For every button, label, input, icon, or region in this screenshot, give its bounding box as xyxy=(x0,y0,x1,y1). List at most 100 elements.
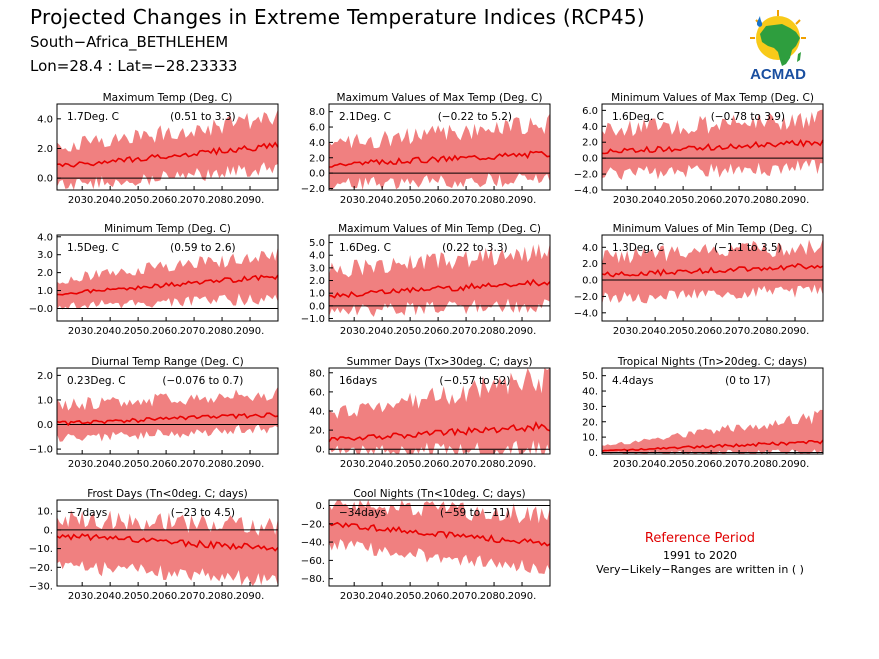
x-tick-label: 2050. xyxy=(396,326,425,337)
y-tick-label: 4.0 xyxy=(582,243,598,254)
y-tick-label: 3.0 xyxy=(309,263,325,274)
y-tick-label: −1.0 xyxy=(29,445,53,456)
x-tick-label: 2090. xyxy=(236,591,265,602)
x-tick-label: 2090. xyxy=(781,326,810,337)
median-line xyxy=(328,420,551,443)
x-tick-label: 2040. xyxy=(641,195,670,206)
x-tick-label: 2060. xyxy=(697,459,726,470)
x-tick-label: 2050. xyxy=(124,195,153,206)
likely-range-band xyxy=(57,386,278,442)
africa-map-icon xyxy=(760,24,800,66)
x-tick-label: 2070. xyxy=(452,591,481,602)
plot-frame xyxy=(601,103,824,191)
panel-title: Cool Nights (Tn<10deg. C; days) xyxy=(353,488,525,500)
x-tick-label: 2090. xyxy=(508,459,537,470)
y-tick-label: 2.0 xyxy=(37,144,53,155)
station-coordinates: Lon=28.4 : Lat=−28.23333 xyxy=(30,57,238,75)
x-tick-label: 2040. xyxy=(368,326,397,337)
x-tick-label: 2040. xyxy=(96,326,125,337)
x-tick-label: 2050. xyxy=(669,459,698,470)
y-tick-label: 2.0 xyxy=(582,259,598,270)
mean-change-label: 2.1Deg. C xyxy=(339,111,391,123)
y-tick-label: 50. xyxy=(582,371,598,382)
chart-panel: −4.0 −2.0 0.0 2.0 4.0 6.0 2030. 2040. 2050. 2060.… xyxy=(574,92,824,206)
mean-change-label: 1.6Deg. C xyxy=(339,242,391,254)
x-tick-label: 2030. xyxy=(613,459,642,470)
y-tick-label: 4.0 xyxy=(309,138,325,149)
panel-title: Maximum Values of Min Temp (Deg. C) xyxy=(338,223,541,235)
panel-title: Minimum Values of Min Temp (Deg. C) xyxy=(613,223,813,235)
x-tick-label: 2090. xyxy=(508,195,537,206)
x-tick-label: 2070. xyxy=(180,459,209,470)
x-tick-label: 2060. xyxy=(424,195,453,206)
y-tick-label: 2.0 xyxy=(37,371,53,382)
likely-range-band xyxy=(602,109,823,180)
likely-range-label: (−1.1 to 3.5) xyxy=(714,242,782,254)
reference-period-years: 1991 to 2020 xyxy=(662,549,738,562)
x-tick-label: 2060. xyxy=(697,195,726,206)
x-tick-label: 2090. xyxy=(781,195,810,206)
median-line xyxy=(601,138,824,155)
x-tick-label: 2030. xyxy=(68,459,97,470)
y-tick-label: 2.0 xyxy=(309,276,325,287)
y-tick-label: −4.0 xyxy=(574,308,598,319)
x-tick-label: 2090. xyxy=(236,195,265,206)
x-tick-label: 2040. xyxy=(96,459,125,470)
x-tick-label: 2090. xyxy=(508,326,537,337)
x-tick-label: 2080. xyxy=(480,195,509,206)
panel-title: Summer Days (Tx>30deg. C; days) xyxy=(347,356,533,368)
panel-title: Maximum Temp (Deg. C) xyxy=(103,92,233,104)
x-tick-label: 2090. xyxy=(236,326,265,337)
median-line xyxy=(328,278,551,299)
x-tick-label: 2030. xyxy=(68,195,97,206)
x-tick-label: 2030. xyxy=(68,591,97,602)
panel-title: Diurnal Temp Range (Deg. C) xyxy=(91,356,243,368)
x-tick-label: 2060. xyxy=(424,326,453,337)
likely-range-label: (−0.076 to 0.7) xyxy=(162,375,243,387)
median-line xyxy=(56,274,279,296)
mean-change-label: −7days xyxy=(67,507,107,519)
y-tick-label: 0. xyxy=(315,445,325,456)
y-tick-label: −4.0 xyxy=(574,186,598,197)
figure-title: Projected Changes in Extreme Temperature… xyxy=(30,5,646,29)
y-tick-label: −20. xyxy=(301,519,325,530)
raindrop-icon xyxy=(756,16,763,27)
x-tick-label: 2080. xyxy=(753,195,782,206)
panel-title: Minimum Values of Max Temp (Deg. C) xyxy=(611,92,814,104)
mean-change-label: 16days xyxy=(339,375,377,387)
x-tick-label: 2080. xyxy=(753,326,782,337)
x-tick-label: 2090. xyxy=(781,459,810,470)
plot-frame xyxy=(328,499,551,587)
y-tick-label: 0.0 xyxy=(309,301,325,312)
plot-frame xyxy=(601,367,824,455)
mean-change-label: 1.7Deg. C xyxy=(67,111,119,123)
x-tick-label: 2050. xyxy=(396,195,425,206)
y-tick-label: 6.0 xyxy=(309,123,325,134)
x-tick-label: 2050. xyxy=(396,591,425,602)
y-tick-label: 8.0 xyxy=(309,107,325,118)
plot-frame xyxy=(328,103,551,191)
x-tick-label: 2050. xyxy=(124,459,153,470)
y-tick-label: 4.0 xyxy=(37,232,53,243)
y-tick-label: −30. xyxy=(29,582,53,593)
y-tick-label: 1.0 xyxy=(37,395,53,406)
station-name: South−Africa_BETHLEHEM xyxy=(30,33,229,51)
x-tick-label: 2060. xyxy=(424,591,453,602)
x-tick-label: 2040. xyxy=(641,326,670,337)
x-tick-label: 2060. xyxy=(152,195,181,206)
likely-range-label: (−0.22 to 5.2) xyxy=(438,111,512,123)
panel-title: Maximum Values of Max Temp (Deg. C) xyxy=(337,92,543,104)
likely-range-label: (−59 to −11) xyxy=(440,507,510,519)
panel-title: Minimum Temp (Deg. C) xyxy=(104,223,231,235)
y-tick-label: −2.0 xyxy=(301,184,325,195)
x-tick-label: 2050. xyxy=(669,326,698,337)
x-tick-label: 2040. xyxy=(368,459,397,470)
y-tick-label: 2.0 xyxy=(37,268,53,279)
chart-panel: −0.0 1.0 2.0 3.0 4.0 2030. 2040. 2050. 2060. 2070… xyxy=(29,223,279,337)
x-tick-label: 2060. xyxy=(152,591,181,602)
likely-range-label: (0 to 17) xyxy=(725,375,770,387)
x-tick-label: 2060. xyxy=(152,459,181,470)
panel-title: Frost Days (Tn<0deg. C; days) xyxy=(87,488,247,500)
y-tick-label: 0. xyxy=(315,501,325,512)
